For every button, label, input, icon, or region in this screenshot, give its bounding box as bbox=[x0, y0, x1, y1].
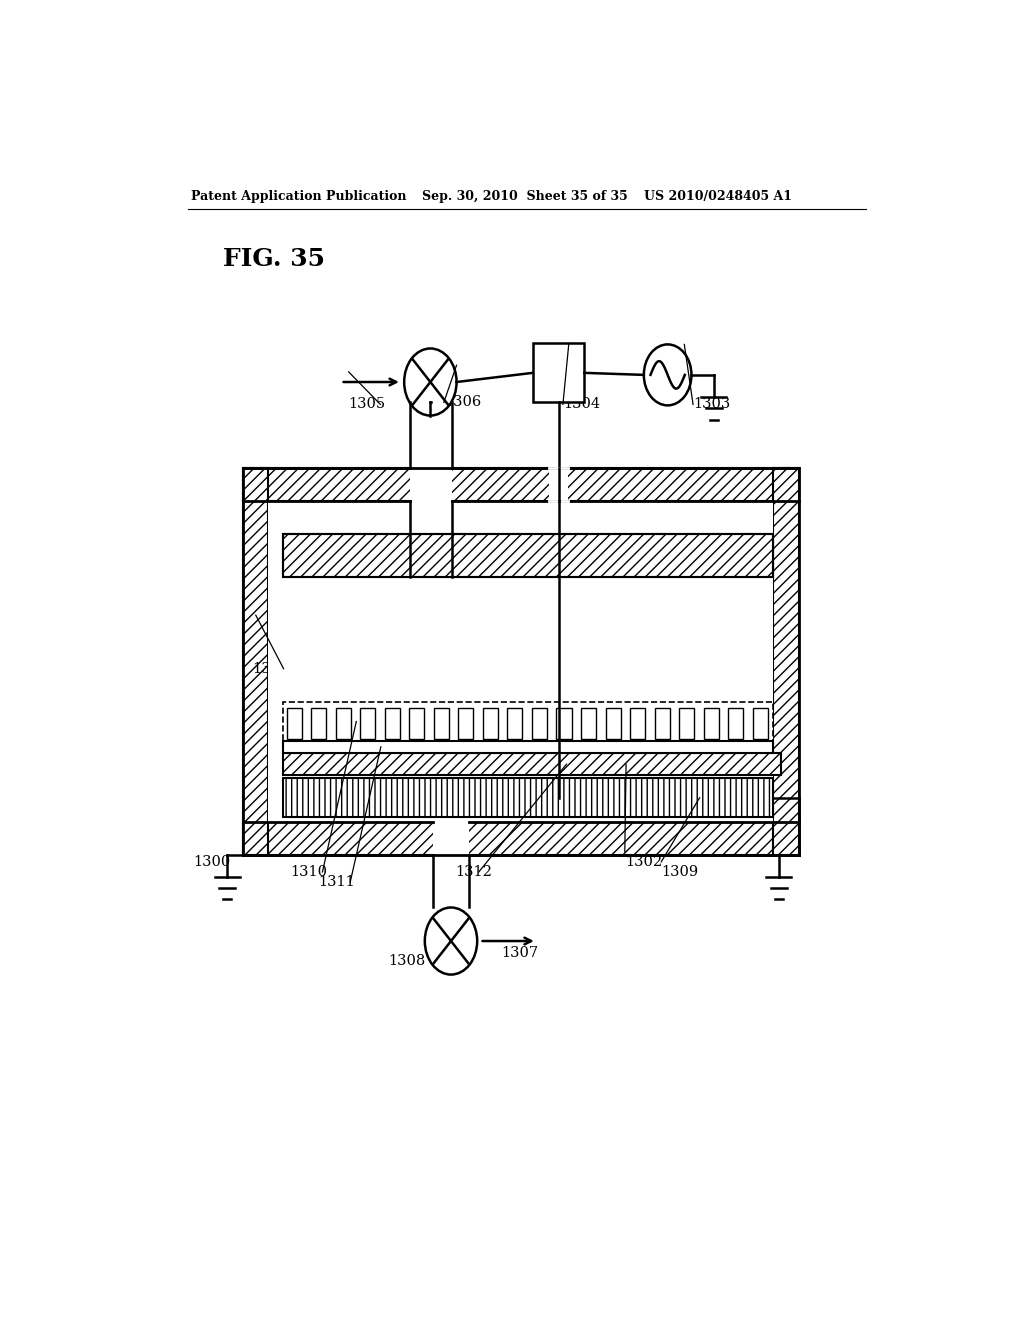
Bar bbox=[703, 708, 719, 739]
Text: 1306: 1306 bbox=[443, 395, 481, 409]
Bar bbox=[360, 708, 376, 739]
Bar bbox=[243, 469, 268, 854]
Text: 1310: 1310 bbox=[291, 865, 328, 879]
Bar bbox=[531, 708, 547, 739]
Bar bbox=[311, 708, 327, 739]
Bar bbox=[753, 708, 768, 739]
Bar bbox=[532, 343, 585, 403]
Bar bbox=[433, 820, 469, 857]
Bar bbox=[283, 535, 773, 577]
Bar bbox=[283, 741, 773, 752]
Text: 1309: 1309 bbox=[662, 865, 698, 879]
Bar bbox=[283, 779, 773, 817]
Bar bbox=[410, 708, 424, 739]
Bar bbox=[283, 779, 773, 817]
Text: 1305: 1305 bbox=[348, 397, 386, 412]
Bar bbox=[508, 708, 522, 739]
Bar bbox=[243, 822, 799, 854]
Bar bbox=[385, 708, 400, 739]
Bar bbox=[268, 500, 773, 822]
Text: 1311: 1311 bbox=[318, 875, 355, 890]
Bar bbox=[483, 708, 498, 739]
Bar bbox=[549, 466, 568, 500]
Bar bbox=[434, 708, 449, 739]
Bar bbox=[728, 708, 743, 739]
Text: 1307: 1307 bbox=[501, 946, 539, 960]
Bar bbox=[410, 466, 452, 500]
Bar bbox=[630, 708, 645, 739]
Bar bbox=[654, 708, 670, 739]
Bar bbox=[287, 708, 302, 739]
Text: US 2010/0248405 A1: US 2010/0248405 A1 bbox=[644, 190, 792, 202]
Bar bbox=[556, 708, 571, 739]
Text: 1312: 1312 bbox=[455, 865, 492, 879]
Bar bbox=[283, 752, 781, 775]
Text: 1302: 1302 bbox=[625, 855, 662, 869]
Text: 1303: 1303 bbox=[693, 397, 730, 412]
Bar bbox=[243, 469, 799, 854]
Bar bbox=[605, 708, 621, 739]
Text: 1308: 1308 bbox=[388, 954, 426, 969]
Text: 1300: 1300 bbox=[194, 855, 230, 869]
Bar bbox=[581, 708, 596, 739]
Bar bbox=[283, 535, 773, 577]
Circle shape bbox=[644, 345, 691, 405]
Text: Sep. 30, 2010  Sheet 35 of 35: Sep. 30, 2010 Sheet 35 of 35 bbox=[422, 190, 628, 202]
Bar bbox=[283, 702, 773, 741]
Text: 1304: 1304 bbox=[563, 397, 600, 412]
Text: 1301: 1301 bbox=[252, 661, 289, 676]
Bar bbox=[283, 752, 781, 775]
Bar bbox=[679, 708, 694, 739]
Bar bbox=[459, 708, 473, 739]
Bar bbox=[773, 469, 799, 854]
Circle shape bbox=[404, 348, 457, 416]
Bar bbox=[243, 469, 799, 500]
Text: FIG. 35: FIG. 35 bbox=[223, 247, 326, 271]
Text: Patent Application Publication: Patent Application Publication bbox=[191, 190, 407, 202]
Bar bbox=[336, 708, 351, 739]
Circle shape bbox=[425, 907, 477, 974]
